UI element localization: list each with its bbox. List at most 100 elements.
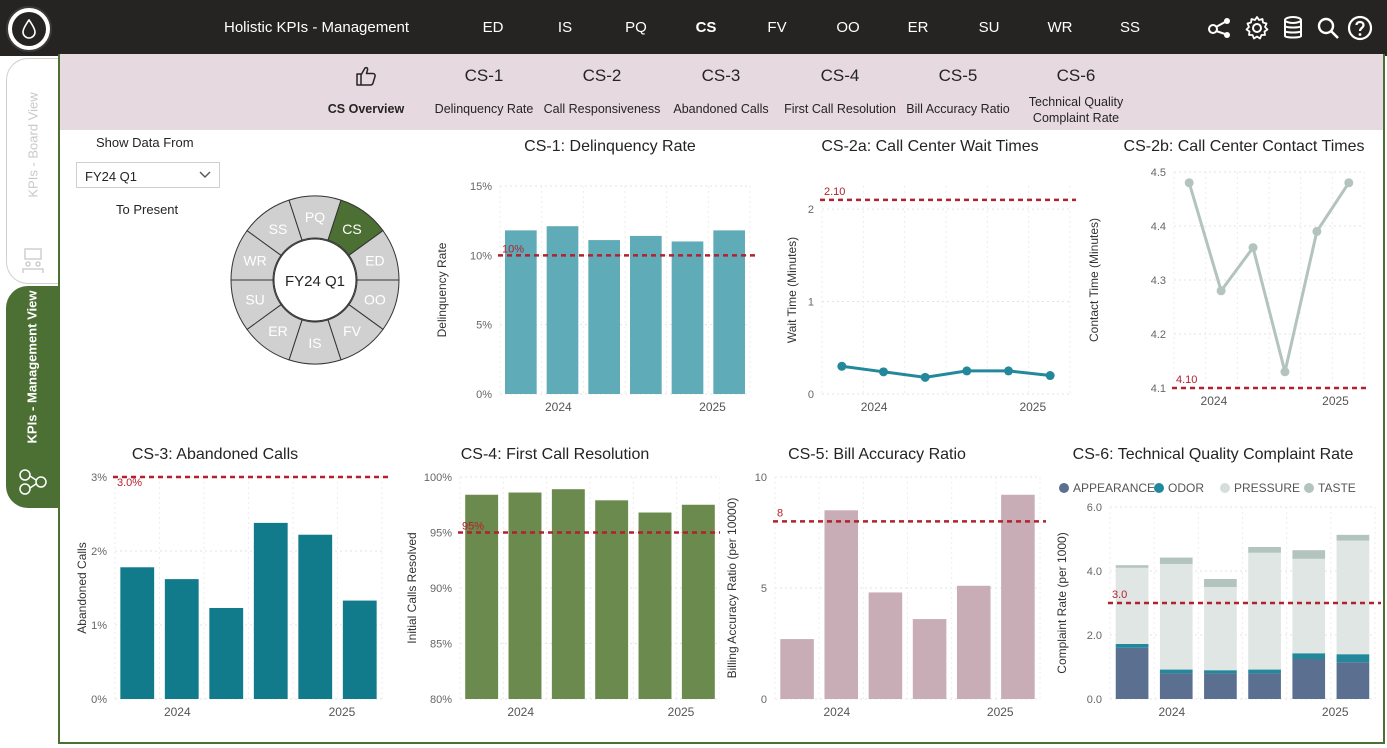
chart-cs5[interactable]: CS-5: Bill Accuracy Ratio 0 5 10 Billing Acc… bbox=[720, 442, 1050, 722]
nav-tab-pq[interactable]: PQ bbox=[625, 19, 647, 36]
bar[interactable] bbox=[551, 489, 585, 699]
bar[interactable] bbox=[253, 522, 288, 699]
data-point[interactable] bbox=[1003, 366, 1013, 376]
wheel-segment-label: WR bbox=[243, 253, 266, 269]
subnav-cs-3[interactable]: CS-3 Abandoned Calls bbox=[661, 54, 781, 130]
nav-tab-cs[interactable]: CS bbox=[695, 19, 717, 36]
bar[interactable] bbox=[630, 235, 662, 394]
data-point[interactable] bbox=[962, 366, 972, 376]
tab-board-view[interactable]: KPIs - Board View bbox=[6, 58, 58, 284]
stacked-bar-segment[interactable] bbox=[1159, 563, 1193, 670]
legend-label: TASTE bbox=[1318, 481, 1356, 495]
stacked-bar-segment[interactable] bbox=[1292, 653, 1326, 659]
settings-icon[interactable] bbox=[1243, 14, 1271, 42]
data-point[interactable] bbox=[1248, 243, 1258, 253]
bar[interactable] bbox=[671, 241, 704, 394]
tab-management-view[interactable]: KPIs - Management View bbox=[6, 286, 58, 508]
nav-tab-ed[interactable]: ED bbox=[482, 19, 504, 36]
subnav-cs-6[interactable]: CS-6 Technical Quality Complaint Rate bbox=[1016, 54, 1136, 130]
stacked-bar-segment[interactable] bbox=[1159, 669, 1193, 674]
share-icon[interactable] bbox=[1206, 14, 1234, 42]
data-point[interactable] bbox=[1184, 178, 1194, 188]
nav-tab-oo[interactable]: OO bbox=[836, 19, 860, 36]
data-point[interactable] bbox=[920, 372, 930, 382]
bar[interactable] bbox=[588, 240, 620, 394]
stacked-bar-segment[interactable] bbox=[1292, 659, 1326, 699]
chart-cs1[interactable]: CS-1: Delinquency Rate 0% 5% 10% 15% Delinque… bbox=[430, 134, 780, 414]
subnav-cs-overview[interactable]: CS Overview bbox=[306, 54, 426, 130]
bar[interactable] bbox=[298, 534, 333, 699]
bar[interactable] bbox=[209, 607, 244, 699]
stacked-bar-segment[interactable] bbox=[1248, 669, 1281, 674]
period-dropdown[interactable]: FY24 Q1 bbox=[76, 162, 220, 188]
stacked-bar-segment[interactable] bbox=[1292, 558, 1326, 654]
data-point[interactable] bbox=[879, 367, 889, 377]
bar[interactable] bbox=[342, 600, 377, 699]
stacked-bar-segment[interactable] bbox=[1336, 662, 1370, 699]
search-icon[interactable] bbox=[1314, 14, 1342, 42]
stacked-bar-segment[interactable] bbox=[1336, 654, 1370, 663]
bar[interactable] bbox=[164, 579, 199, 699]
legend-marker bbox=[1059, 483, 1069, 493]
subnav-cs-2[interactable]: CS-2 Call Responsiveness bbox=[542, 54, 662, 130]
bar[interactable] bbox=[912, 619, 947, 699]
wheel-segment-pq[interactable] bbox=[288, 195, 342, 241]
nav-tab-ss[interactable]: SS bbox=[1119, 19, 1141, 36]
bar[interactable] bbox=[505, 230, 537, 394]
subnav-cs-4[interactable]: CS-4 First Call Resolution bbox=[780, 54, 900, 130]
nav-tab-su[interactable]: SU bbox=[978, 19, 1000, 36]
bar[interactable] bbox=[824, 510, 859, 699]
database-icon[interactable] bbox=[1279, 14, 1307, 42]
bar[interactable] bbox=[1001, 494, 1035, 699]
data-point[interactable] bbox=[1312, 226, 1322, 236]
chart-cs6[interactable]: CS-6: Technical Quality Complaint Rate 0.… bbox=[1050, 442, 1385, 722]
stacked-bar-segment[interactable] bbox=[1248, 673, 1281, 699]
bar[interactable] bbox=[681, 504, 715, 699]
chart-cs4[interactable]: CS-4: First Call Resolution 80% 85% 90% 95% 1… bbox=[400, 442, 720, 722]
help-icon[interactable] bbox=[1346, 14, 1374, 42]
stacked-bar-segment[interactable] bbox=[1336, 540, 1370, 655]
data-point[interactable] bbox=[1045, 371, 1055, 381]
stacked-bar-segment[interactable] bbox=[1115, 643, 1149, 648]
stacked-bar-segment[interactable] bbox=[1336, 534, 1370, 541]
stacked-bar-segment[interactable] bbox=[1159, 673, 1193, 699]
stacked-bar-segment[interactable] bbox=[1248, 547, 1281, 553]
chart-cs2a[interactable]: CS-2a: Call Center Wait Times 0 1 2 Wait Tim… bbox=[780, 134, 1080, 414]
data-point[interactable] bbox=[1344, 178, 1354, 188]
bar[interactable] bbox=[956, 585, 991, 699]
y-tick-label: 0% bbox=[91, 694, 107, 706]
nav-tab-fv[interactable]: FV bbox=[767, 19, 787, 36]
nav-tab-er[interactable]: ER bbox=[907, 19, 929, 36]
nav-tab-is[interactable]: IS bbox=[557, 19, 573, 36]
stacked-bar-segment[interactable] bbox=[1204, 579, 1237, 587]
stacked-bar-segment[interactable] bbox=[1204, 587, 1237, 671]
stacked-bar-segment[interactable] bbox=[1204, 670, 1237, 674]
bar[interactable] bbox=[546, 226, 579, 394]
subnav-cs-1[interactable]: CS-1 Delinquency Rate bbox=[424, 54, 544, 130]
chart-cs3[interactable]: CS-3: Abandoned Calls 0% 1% 2% 3% Abandoned C… bbox=[70, 442, 400, 722]
bar[interactable] bbox=[595, 500, 629, 699]
stacked-bar-segment[interactable] bbox=[1204, 673, 1237, 699]
top-bar: Holistic KPIs - Management ED IS PQ CS FV OO E… bbox=[0, 0, 1387, 56]
bar[interactable] bbox=[508, 492, 542, 699]
subnav-cs-5[interactable]: CS-5 Bill Accuracy Ratio bbox=[898, 54, 1018, 130]
stacked-bar-segment[interactable] bbox=[1115, 647, 1149, 699]
bar[interactable] bbox=[713, 230, 745, 394]
stacked-bar-segment[interactable] bbox=[1159, 557, 1193, 564]
stacked-bar-segment[interactable] bbox=[1248, 552, 1281, 670]
bar[interactable] bbox=[120, 567, 155, 699]
data-point[interactable] bbox=[1280, 367, 1290, 377]
bar[interactable] bbox=[780, 639, 814, 699]
nav-tab-wr[interactable]: WR bbox=[1047, 19, 1073, 36]
stacked-bar-segment[interactable] bbox=[1115, 567, 1149, 644]
bar[interactable] bbox=[638, 512, 672, 699]
data-point[interactable] bbox=[837, 361, 847, 371]
data-point[interactable] bbox=[1216, 286, 1226, 296]
bar[interactable] bbox=[868, 592, 903, 699]
target-label: 95% bbox=[462, 521, 484, 533]
stacked-bar-segment[interactable] bbox=[1292, 550, 1326, 559]
chart-cs2b[interactable]: CS-2b: Call Center Contact Times 4.1 4.2 4.… bbox=[1082, 134, 1382, 414]
logo[interactable] bbox=[6, 6, 52, 52]
stacked-bar-segment[interactable] bbox=[1115, 565, 1149, 568]
bar[interactable] bbox=[465, 494, 499, 699]
